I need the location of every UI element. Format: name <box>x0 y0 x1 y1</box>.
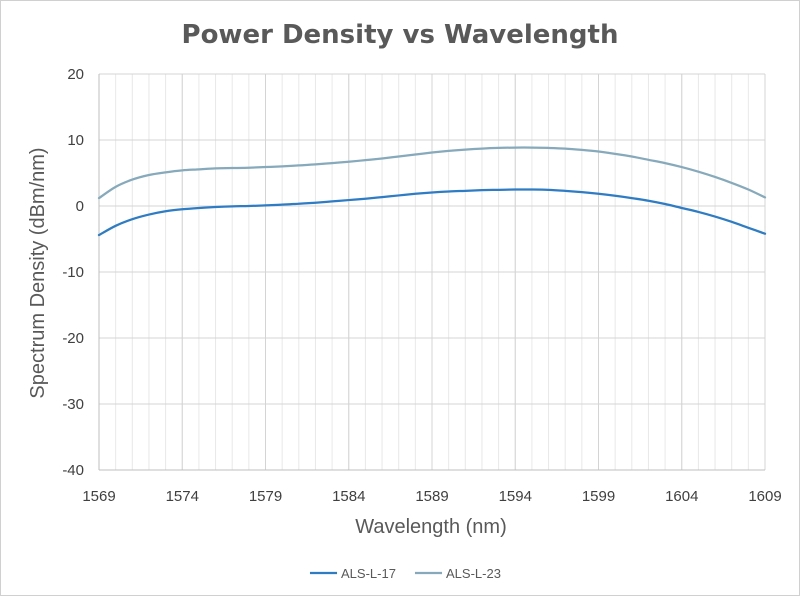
grid <box>98 73 766 471</box>
x-tick-label: 1589 <box>415 488 448 505</box>
y-tick-label: 20 <box>67 66 84 83</box>
series-lines <box>97 146 767 237</box>
x-tick-label: 1579 <box>249 488 282 505</box>
y-tick-labels: 20 10 0 -10 -20 -30 -40 <box>62 66 84 479</box>
x-tick-label: 1574 <box>166 488 199 505</box>
y-tick-label: -20 <box>62 330 84 347</box>
series-line-2 <box>97 146 767 200</box>
x-tick-label: 1569 <box>82 488 115 505</box>
x-axis-label: Wavelength (nm) <box>355 516 507 538</box>
y-tick-label: 0 <box>76 198 84 215</box>
y-tick-label: 10 <box>67 132 84 149</box>
chart-title: Power Density vs Wavelength <box>182 20 619 50</box>
x-tick-label: 1584 <box>332 488 365 505</box>
y-tick-label: -40 <box>62 462 84 479</box>
axes <box>98 74 765 471</box>
y-tick-label: -10 <box>62 264 84 281</box>
x-tick-label: 1604 <box>665 488 698 505</box>
legend: ALS-L-17 ALS-L-23 <box>310 566 501 581</box>
x-tick-label: 1609 <box>748 488 781 505</box>
x-tick-label: 1599 <box>582 488 615 505</box>
legend-label: ALS-L-23 <box>446 566 501 581</box>
series-line-1 <box>97 188 767 237</box>
x-tick-label: 1594 <box>499 488 532 505</box>
y-tick-label: -30 <box>62 396 84 413</box>
legend-label: ALS-L-17 <box>341 566 396 581</box>
y-axis-label: Spectrum Density (dBm/nm) <box>27 147 49 398</box>
x-tick-labels: 1569 1574 1579 1584 1589 1594 1599 1604 1609 <box>82 488 781 505</box>
